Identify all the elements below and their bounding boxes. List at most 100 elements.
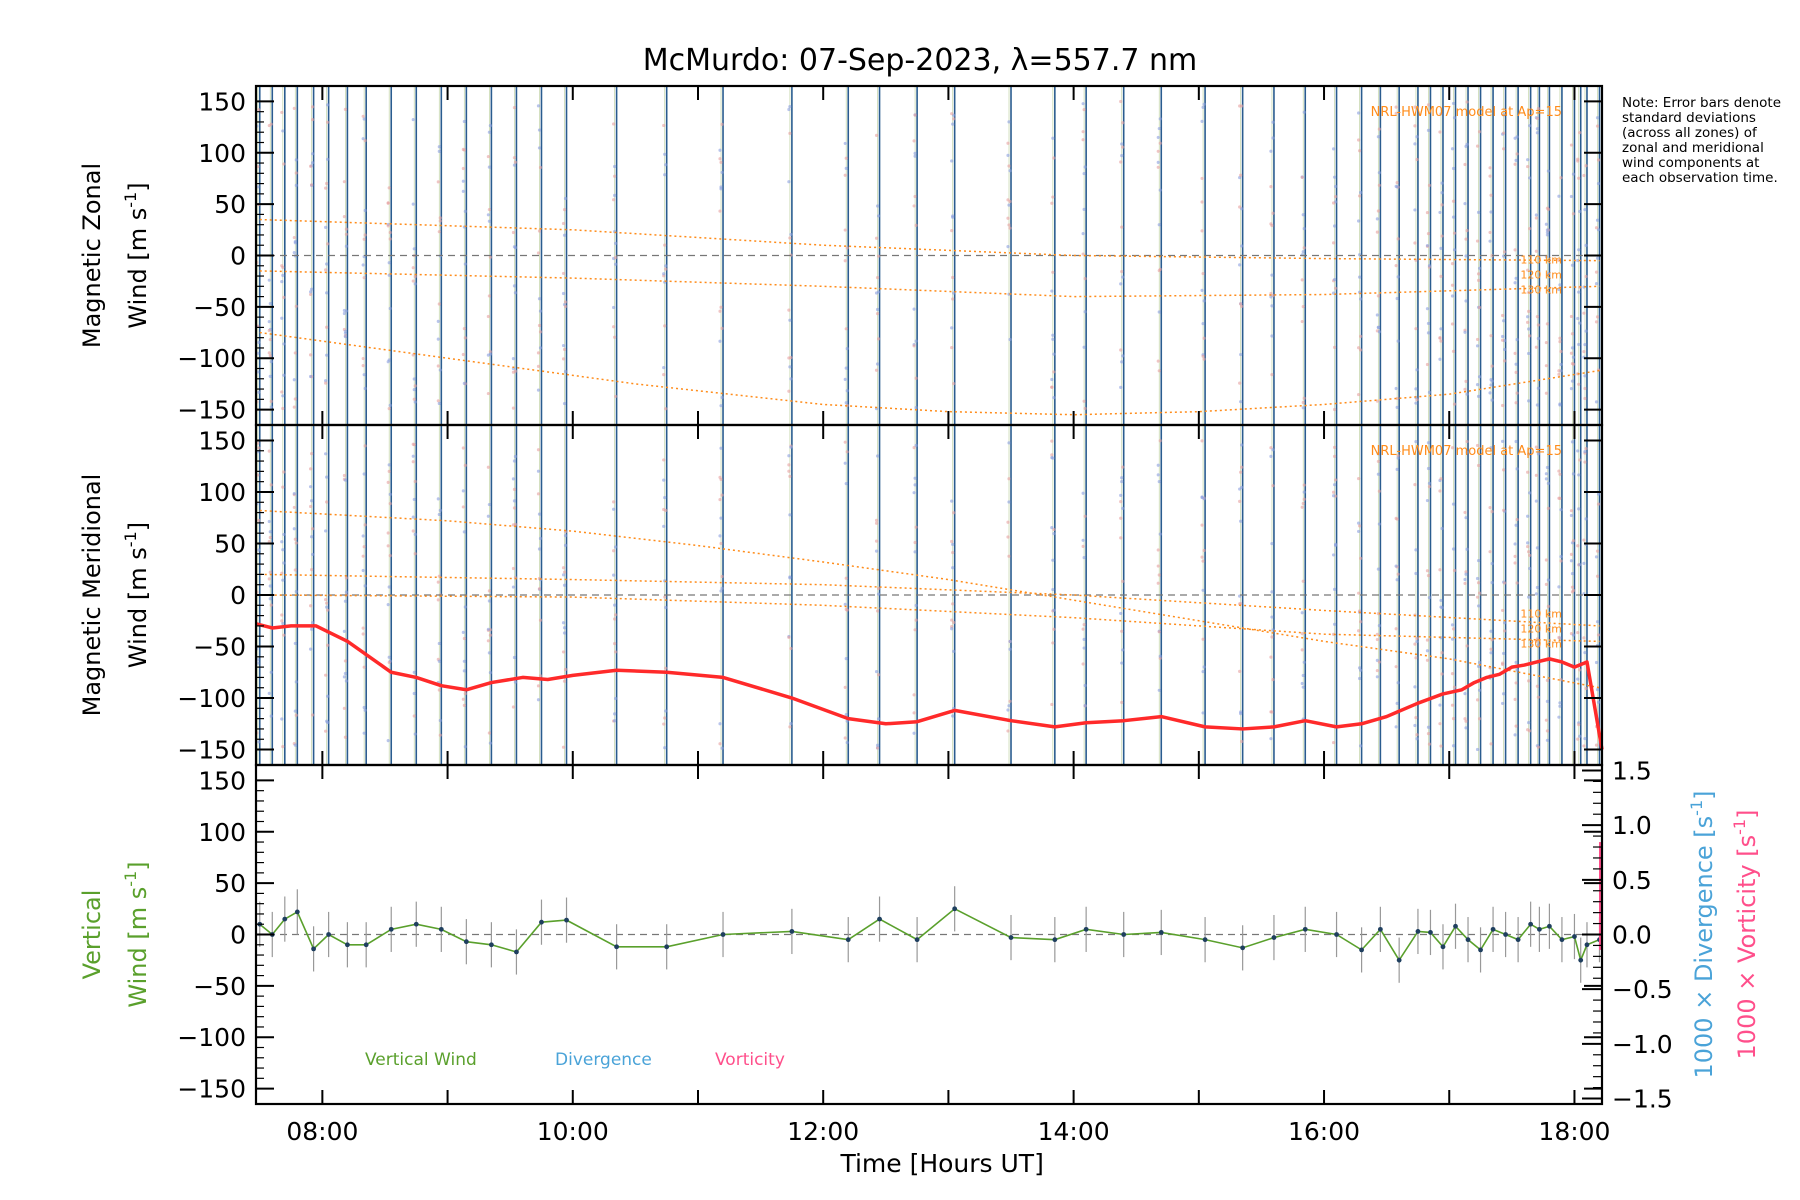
zone-point	[362, 117, 366, 121]
zone-point	[1570, 571, 1575, 576]
zone-point	[1557, 635, 1561, 640]
vertical-wind-point	[282, 916, 288, 922]
zone-point	[1488, 506, 1492, 510]
zone-point	[344, 576, 349, 580]
zone-point	[387, 660, 391, 665]
zone-point	[1269, 737, 1273, 741]
vertical-wind-point	[363, 942, 369, 948]
zone-point	[387, 407, 391, 411]
zone-point	[1007, 500, 1011, 504]
zone-point	[1081, 252, 1085, 256]
zone-point	[1052, 370, 1056, 374]
zone-point	[1527, 550, 1531, 554]
zone-point	[1450, 283, 1455, 287]
zone-point	[1332, 175, 1337, 179]
zone-point	[461, 505, 465, 509]
zone-point	[1158, 188, 1162, 192]
zone-point	[461, 489, 465, 493]
zone-point	[876, 673, 881, 677]
zone-point	[1157, 573, 1161, 577]
zone-point	[462, 381, 466, 385]
zone-point	[1358, 620, 1363, 624]
zone-point	[1007, 223, 1011, 227]
zone-point	[788, 131, 792, 135]
vertical-wind-point	[463, 939, 469, 945]
zone-point	[1584, 517, 1588, 521]
zone-point	[1120, 142, 1124, 146]
zone-point	[1515, 668, 1519, 672]
zone-point	[1007, 203, 1011, 207]
zone-point	[1240, 443, 1244, 447]
zone-point	[1007, 477, 1011, 481]
zone-point	[1527, 679, 1531, 683]
zone-point	[1007, 164, 1011, 168]
zone-point	[1475, 344, 1480, 348]
zone-point	[843, 173, 847, 177]
zone-point	[293, 641, 297, 646]
zone-point	[1120, 225, 1124, 229]
zone-point	[1240, 465, 1244, 469]
zone-point	[1120, 700, 1124, 705]
zone-point	[787, 389, 791, 393]
zone-point	[511, 357, 516, 361]
zone-point	[281, 129, 285, 133]
zone-point	[845, 450, 849, 454]
zone-point	[280, 316, 284, 320]
zone-point	[1415, 135, 1419, 139]
zone-point	[310, 713, 315, 717]
zone-point	[363, 444, 367, 448]
zone-point	[1425, 210, 1430, 215]
zone-point	[462, 669, 466, 673]
zone-point	[1490, 509, 1494, 514]
zone-point	[1052, 156, 1056, 160]
zone-point	[325, 475, 329, 479]
zone-point	[1451, 166, 1456, 171]
zone-point	[537, 547, 542, 551]
vertical-wind-point	[1503, 932, 1508, 937]
zone-point	[663, 495, 667, 500]
zone-point	[293, 709, 297, 713]
zone-point	[294, 171, 298, 175]
zone-point	[563, 304, 568, 309]
zone-point	[1120, 479, 1124, 484]
zone-point	[1583, 396, 1587, 401]
zone-point	[562, 347, 567, 352]
zone-point	[613, 641, 617, 646]
zone-point	[269, 405, 273, 409]
zone-point	[310, 161, 315, 165]
zone-point	[282, 162, 286, 166]
zone-point	[787, 180, 791, 184]
zone-point	[1594, 660, 1599, 665]
zone-point	[613, 174, 617, 178]
zone-point	[1595, 315, 1600, 319]
zone-point	[324, 673, 328, 677]
zone-point	[1488, 391, 1492, 395]
zone-point	[844, 607, 848, 611]
zone-point	[257, 548, 261, 552]
zone-point	[1583, 342, 1587, 347]
zone-point	[1301, 213, 1305, 217]
zone-point	[1050, 377, 1054, 382]
zone-point	[1438, 210, 1442, 215]
zone-point	[912, 307, 916, 311]
zone-point	[1331, 241, 1336, 245]
zone-point	[1490, 364, 1494, 368]
zone-point	[1052, 396, 1056, 400]
zone-point	[1426, 232, 1431, 236]
zone-point	[1576, 677, 1580, 681]
zone-point	[1357, 149, 1362, 153]
zone-point	[411, 460, 415, 464]
zone-point	[1333, 478, 1338, 482]
zone-point	[268, 584, 272, 588]
zone-point	[1156, 149, 1160, 153]
zone-point	[1571, 472, 1576, 476]
zone-point	[268, 354, 272, 358]
zone-point	[363, 233, 367, 237]
zone-point	[843, 259, 847, 263]
zone-point	[1500, 701, 1505, 706]
zone-point	[325, 262, 329, 266]
zone-point	[562, 583, 567, 587]
y-tick-label: 150	[198, 87, 246, 116]
zone-point	[562, 208, 567, 212]
zone-point	[1577, 290, 1581, 294]
